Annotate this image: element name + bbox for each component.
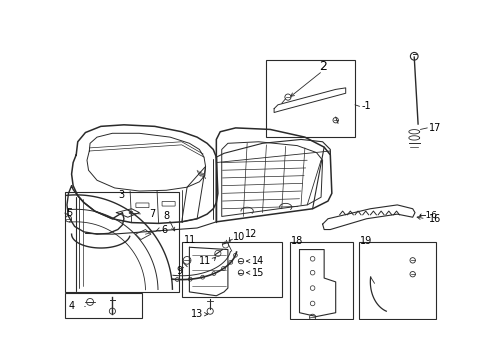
Text: 9: 9: [176, 266, 182, 276]
Text: 11: 11: [183, 235, 196, 245]
Text: 5: 5: [66, 208, 72, 217]
Bar: [182, 242, 281, 297]
Bar: [290, 242, 353, 319]
Bar: [64, 192, 178, 292]
Text: 12: 12: [244, 229, 257, 239]
Text: 2: 2: [318, 60, 326, 73]
Text: -1: -1: [360, 101, 370, 111]
Text: 15: 15: [251, 267, 264, 278]
Text: 17: 17: [428, 123, 440, 133]
Text: 11: 11: [198, 256, 210, 266]
Bar: [64, 293, 142, 318]
Bar: [358, 242, 435, 319]
Text: 14: 14: [251, 256, 264, 266]
Text: 18: 18: [290, 236, 303, 246]
Text: 13: 13: [191, 309, 203, 319]
Text: 4: 4: [68, 301, 75, 311]
Text: 7: 7: [149, 209, 155, 219]
Text: 6: 6: [161, 225, 167, 235]
Text: 19: 19: [360, 236, 372, 246]
Text: 3: 3: [118, 190, 124, 200]
Text: ←16: ←16: [418, 211, 437, 220]
Bar: [266, 60, 354, 137]
Text: 8: 8: [163, 211, 169, 221]
Text: 16: 16: [428, 214, 440, 224]
Text: 10: 10: [233, 232, 245, 242]
